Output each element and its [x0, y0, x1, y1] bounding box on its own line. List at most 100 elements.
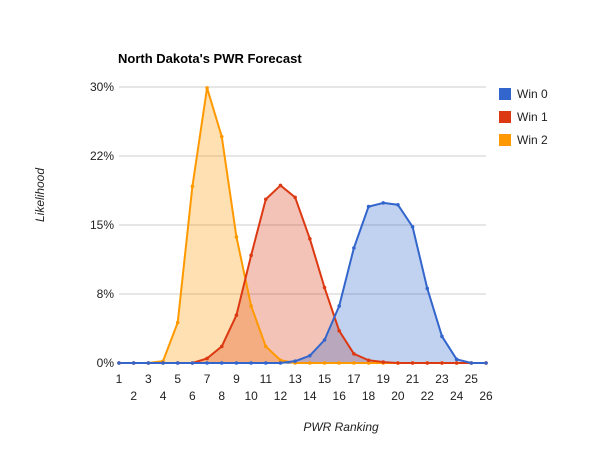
data-point	[234, 361, 239, 365]
data-point	[161, 361, 165, 365]
data-point	[381, 201, 386, 205]
series-lines	[119, 86, 486, 364]
data-point	[410, 225, 415, 229]
x-tick-label: 16	[333, 389, 347, 403]
y-tick-label: 30%	[90, 80, 114, 94]
data-point	[219, 344, 224, 349]
y-axis-label: Likelihood	[33, 168, 47, 222]
data-point	[131, 361, 136, 365]
x-tick-label: 21	[406, 372, 420, 386]
x-tick-label: 24	[450, 389, 464, 403]
data-point	[278, 361, 283, 365]
data-point	[234, 313, 239, 317]
data-point	[293, 195, 297, 200]
x-tick-label: 6	[189, 389, 196, 403]
data-point	[366, 361, 371, 365]
x-tick-label: 26	[479, 389, 493, 403]
data-point	[410, 361, 415, 365]
legend-entry: Win 2	[517, 133, 548, 147]
y-tick-label: 22%	[90, 149, 114, 163]
x-tick-label: 7	[204, 372, 211, 386]
x-tick-label: 2	[130, 389, 137, 403]
data-point	[219, 361, 224, 365]
x-tick-labels: 1234567891011121314151617181920212223242…	[116, 372, 493, 403]
data-point	[425, 286, 430, 291]
data-point	[249, 304, 253, 308]
x-tick-label: 9	[233, 372, 240, 386]
data-point	[117, 361, 121, 365]
legend: Win 0 Win 1 Win 2	[499, 87, 548, 147]
series-area-win-1	[119, 185, 486, 363]
x-tick-label: 14	[303, 389, 317, 403]
data-point	[352, 246, 356, 250]
series-line-win-0	[119, 201, 486, 364]
data-point	[308, 353, 312, 358]
data-point	[264, 361, 268, 365]
data-point	[454, 361, 459, 365]
data-point	[366, 204, 371, 209]
x-tick-label: 22	[421, 389, 435, 403]
data-point	[264, 344, 268, 349]
data-point	[278, 358, 283, 363]
data-point	[484, 361, 488, 365]
data-point	[322, 285, 327, 290]
x-tick-label: 23	[435, 372, 449, 386]
x-tick-label: 3	[145, 372, 152, 386]
data-point	[337, 304, 342, 308]
data-point	[469, 361, 474, 365]
x-tick-label: 1	[116, 372, 123, 386]
data-point	[249, 253, 253, 258]
series-areas	[119, 87, 486, 364]
data-point	[190, 184, 195, 189]
data-point	[352, 352, 356, 356]
x-tick-label: 12	[274, 389, 288, 403]
x-tick-label: 11	[260, 372, 273, 386]
legend-swatch	[499, 88, 511, 100]
data-point	[337, 329, 342, 333]
x-tick-label: 17	[347, 372, 361, 386]
data-point	[308, 237, 312, 241]
data-point	[322, 338, 327, 342]
data-point	[396, 202, 400, 207]
data-point	[396, 361, 400, 365]
data-point	[440, 334, 444, 339]
x-tick-label: 13	[288, 372, 302, 386]
x-tick-label: 19	[377, 372, 391, 386]
y-tick-label: 0%	[97, 356, 115, 370]
x-tick-label: 5	[174, 372, 181, 386]
x-tick-label: 8	[218, 389, 225, 403]
legend-entry: Win 0	[517, 87, 548, 101]
data-point	[440, 361, 444, 365]
data-point	[381, 360, 386, 364]
data-point	[205, 361, 209, 365]
data-point	[322, 361, 327, 365]
chart-title: North Dakota's PWR Forecast	[118, 51, 302, 66]
data-point	[454, 357, 459, 362]
data-point	[249, 361, 253, 365]
data-point	[308, 361, 312, 365]
x-tick-label: 20	[391, 389, 405, 403]
y-tick-labels: 0% 8% 15% 22% 30%	[90, 80, 114, 370]
data-point	[425, 361, 430, 365]
data-point	[293, 359, 297, 363]
data-point	[175, 361, 180, 365]
data-point	[190, 361, 195, 365]
data-point	[146, 361, 151, 365]
data-point	[352, 361, 356, 365]
x-tick-label: 18	[362, 389, 376, 403]
data-point	[278, 183, 283, 188]
x-tick-label: 15	[318, 372, 332, 386]
data-point	[234, 235, 239, 239]
data-point	[366, 358, 371, 363]
legend-entry: Win 1	[517, 110, 548, 124]
data-point	[205, 86, 209, 90]
x-axis-label: PWR Ranking	[303, 420, 379, 434]
series-points	[117, 86, 488, 365]
x-tick-label: 4	[160, 389, 167, 403]
data-point	[264, 197, 268, 202]
legend-swatch	[499, 111, 511, 123]
y-tick-label: 15%	[90, 218, 114, 232]
data-point	[337, 361, 342, 365]
legend-swatch	[499, 134, 511, 146]
